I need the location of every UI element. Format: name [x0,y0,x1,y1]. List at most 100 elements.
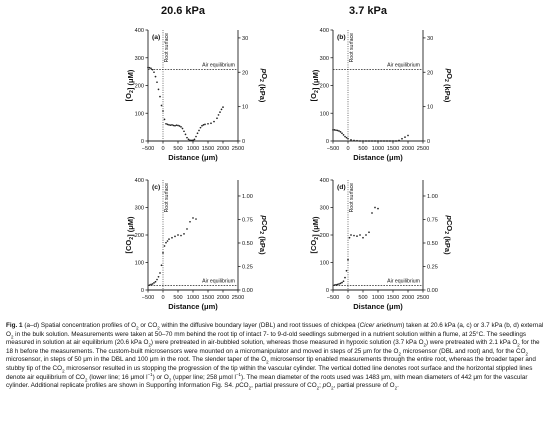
data-point [345,269,348,272]
x-axis-label: Distance (μm) [353,153,403,162]
data-point [174,124,176,127]
data-point [192,139,194,142]
x-tick-label: 500 [358,295,367,301]
y2-tick-label: 20 [427,70,433,76]
data-point [175,124,178,127]
x-tick-label: 2500 [417,295,429,301]
y-tick-label: 400 [135,28,144,34]
data-point [150,67,152,70]
data-point [154,75,157,78]
x-tick-label: −500 [327,295,340,301]
y-axis-label: [CO2] (μM) [309,216,320,254]
panel-label: (a) [152,34,160,41]
data-point [347,258,349,261]
data-point [348,236,351,239]
data-point [368,231,370,234]
data-point [151,283,154,285]
y-tick-label: 100 [135,111,144,117]
x-tick-label: 1500 [387,146,399,152]
y-tick-label: 0 [141,139,144,145]
data-point [395,140,397,142]
y2-axis-label: pCO2 (kPa) [443,214,454,255]
x-tick-label: −500 [142,295,155,301]
data-point [333,284,336,286]
x-tick-label: 1500 [387,295,399,301]
data-point [345,136,348,139]
chart-panel-a: −500 0 500 1000 1500 2000 25000100200300400010… [124,28,269,162]
data-point [204,123,206,126]
x-axis-label: Distance (μm) [168,153,218,162]
data-point [407,134,409,137]
y-tick-label: 0 [326,288,329,294]
data-point [184,133,187,136]
data-point [368,140,370,142]
caption-species: Cicer arietinum [359,322,403,329]
y2-tick-label: 1.00 [242,194,253,200]
data-point [148,66,151,69]
y2-tick-label: 0.75 [242,217,253,223]
air-equilibrium-label: Air equilibrium [202,279,235,285]
y2-tick-label: 0.50 [427,241,438,247]
figure: 20.6 kPa 3.7 kPa −500 0 500 1000 1500 2000 250… [124,5,454,311]
chart-panel-d: −500 0 500 1000 1500 2000 250001002003004000.0… [309,178,454,311]
data-point [166,240,169,242]
column-title-right: 3.7 kPa [349,5,388,17]
data-point [383,140,385,142]
data-point [359,234,361,236]
data-point [344,135,346,138]
data-point [336,283,339,286]
x-tick-label: 500 [173,146,182,152]
data-point [338,130,340,132]
root-surface-label: Root surface [349,183,355,213]
data-point [163,245,166,247]
x-tick-label: 0 [161,146,164,152]
data-point [156,278,158,281]
data-point [148,284,151,286]
data-point [333,129,336,131]
data-point [350,234,352,236]
y-tick-label: 0 [326,139,329,145]
data-point [172,124,175,127]
data-point [374,140,376,142]
data-point [344,276,346,279]
data-point [192,217,194,219]
data-point [178,125,181,127]
data-point [201,124,203,127]
data-point [153,282,155,284]
y-axis-label: [CO2] (μM) [124,216,135,254]
data-point [332,129,334,131]
y2-tick-label: 1.00 [427,194,438,200]
data-point [168,238,170,240]
y-tick-label: 0 [141,288,144,294]
data-point [347,137,349,140]
data-point [210,122,212,125]
panel-label: (c) [152,184,160,191]
data-point [362,236,364,239]
data-point [202,124,205,126]
y2-tick-label: 0 [427,139,430,145]
data-point [365,234,367,236]
data-point [398,139,400,142]
data-point [356,235,358,237]
data-point [165,241,167,244]
data-point [350,139,352,141]
data-point [157,275,160,278]
y-tick-label: 200 [320,233,329,239]
data-point [147,66,149,69]
y-tick-label: 200 [320,84,329,90]
x-tick-label: 1500 [202,146,214,152]
data-point [159,272,161,274]
y-tick-label: 300 [135,56,144,62]
y2-tick-label: 10 [427,105,433,111]
chart-panel-b: −500 0 500 1000 1500 2000 25000100200300400010… [309,28,454,162]
x-tick-label: 2000 [402,146,414,152]
data-point [160,104,163,107]
panel-label: (d) [337,184,346,191]
figure-caption: Fig. 1 (a–d) Spatial concentration profi… [6,322,544,391]
data-point [336,129,339,132]
x-tick-label: 1000 [187,146,199,152]
y-tick-label: 400 [320,178,329,184]
y-tick-label: 400 [320,28,329,34]
data-point [186,136,188,139]
data-point [171,124,173,126]
